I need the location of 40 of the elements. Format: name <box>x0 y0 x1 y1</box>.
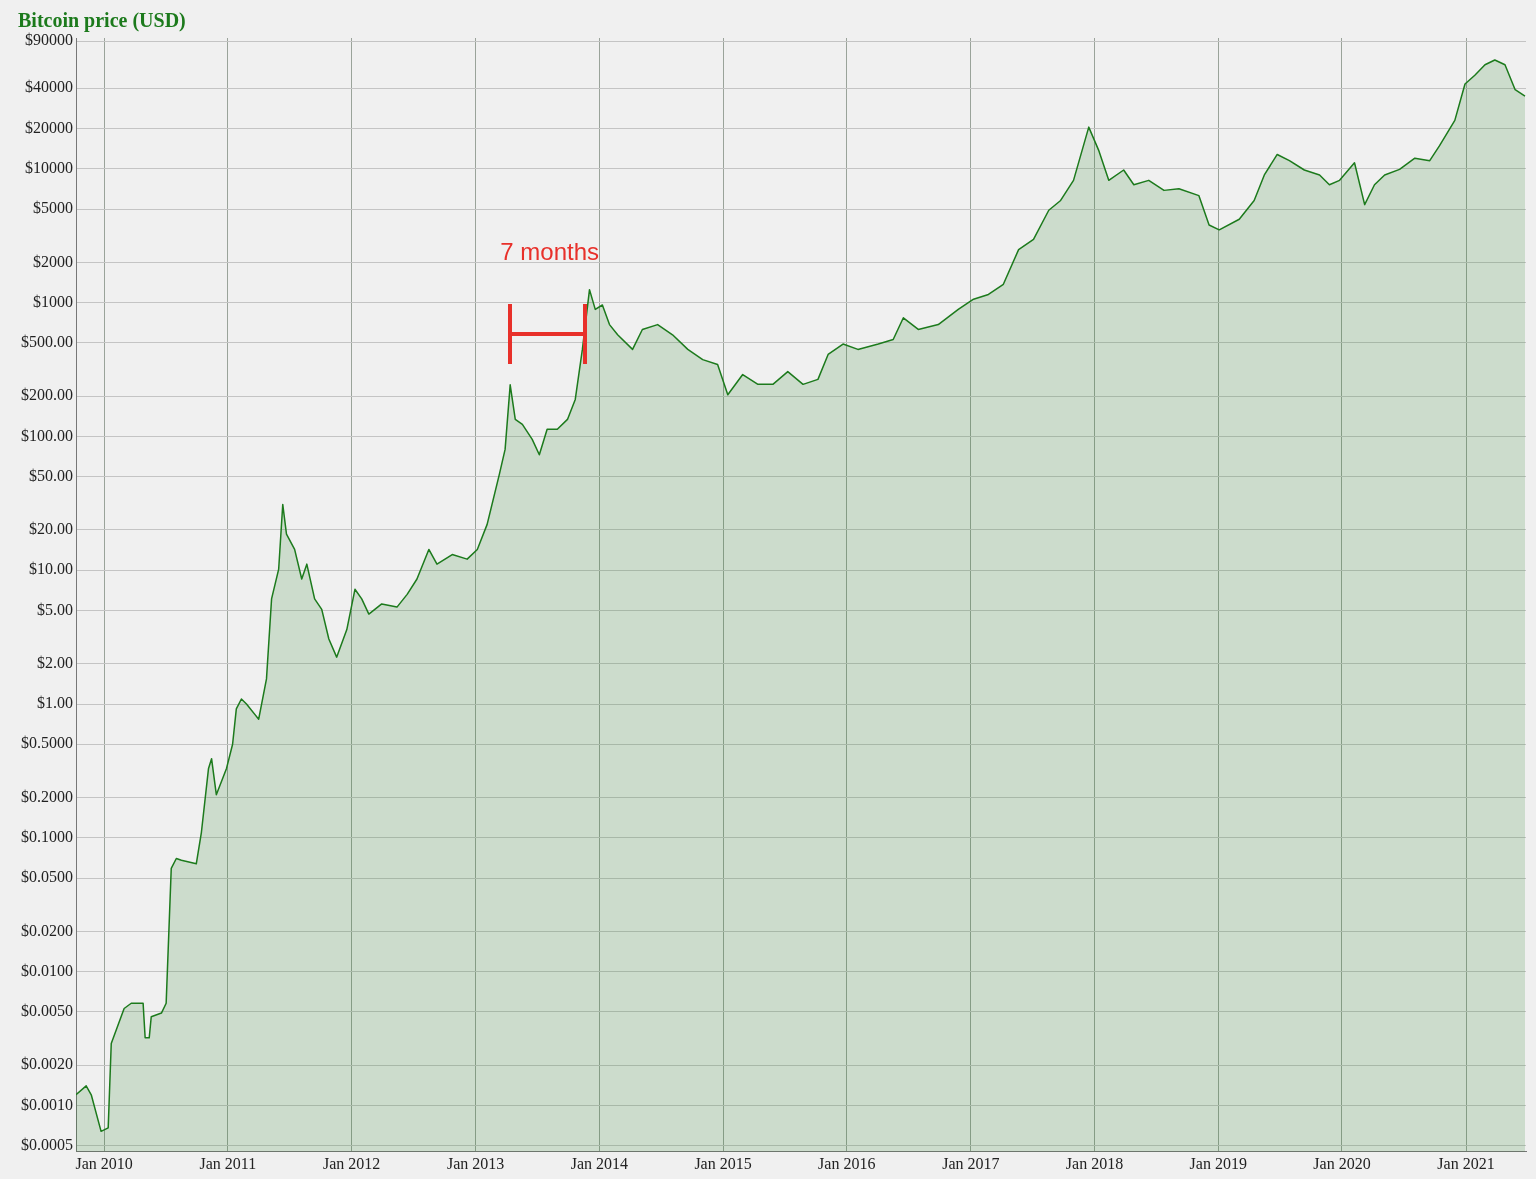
y-tick-label: $2000 <box>33 252 73 270</box>
y-tick-label: $5000 <box>33 199 73 217</box>
y-tick-label: $20.00 <box>29 520 73 538</box>
y-tick-label: $0.0020 <box>21 1055 73 1073</box>
x-tick-label: Jan 2020 <box>1313 1154 1371 1172</box>
x-tick-label: Jan 2012 <box>322 1154 381 1172</box>
y-tick-label: $5.00 <box>37 600 73 618</box>
y-tick-label: $0.0050 <box>21 1002 73 1020</box>
y-tick-label: $90000 <box>25 31 73 49</box>
y-tick-label: $0.0100 <box>21 961 73 979</box>
y-tick-label: $0.2000 <box>21 787 73 805</box>
y-tick-label: $0.0010 <box>21 1095 73 1113</box>
y-tick-label: $40000 <box>25 78 73 96</box>
y-tick-label: $10000 <box>25 159 73 177</box>
y-tick-label: $10.00 <box>29 560 73 578</box>
y-tick-label: $1000 <box>33 292 73 310</box>
y-tick-label: $100.00 <box>21 426 73 444</box>
y-tick-label: $0.0200 <box>21 921 73 939</box>
chart-title: Bitcoin price (USD) <box>18 9 186 33</box>
x-tick-label: Jan 2019 <box>1189 1154 1247 1172</box>
y-tick-label: $50.00 <box>29 466 73 484</box>
y-tick-label: $20000 <box>25 118 73 136</box>
x-tick-label: Jan 2013 <box>446 1154 505 1172</box>
x-tick-label: Jan 2014 <box>570 1154 628 1172</box>
x-tick-label: Jan 2015 <box>694 1154 752 1172</box>
x-tick-label: Jan 2017 <box>942 1154 1000 1172</box>
y-tick-label: $0.5000 <box>21 734 73 752</box>
x-tick-label: Jan 2016 <box>818 1154 876 1172</box>
y-tick-label: $2.00 <box>37 653 73 671</box>
y-tick-label: $200.00 <box>21 386 73 404</box>
annotation: 7 months <box>500 238 599 266</box>
y-tick-label: $0.1000 <box>21 828 73 846</box>
x-tick-label: Jan 2021 <box>1437 1154 1495 1172</box>
y-tick-label: $0.0005 <box>21 1135 73 1153</box>
x-tick-label: Jan 2018 <box>1065 1154 1124 1172</box>
y-tick-label: $0.0500 <box>21 868 73 886</box>
x-tick-label: Jan 2011 <box>199 1154 257 1172</box>
x-tick-label: Jan 2010 <box>75 1154 133 1172</box>
y-tick-label: $1.00 <box>37 694 73 712</box>
y-tick-label: $500.00 <box>21 333 73 351</box>
